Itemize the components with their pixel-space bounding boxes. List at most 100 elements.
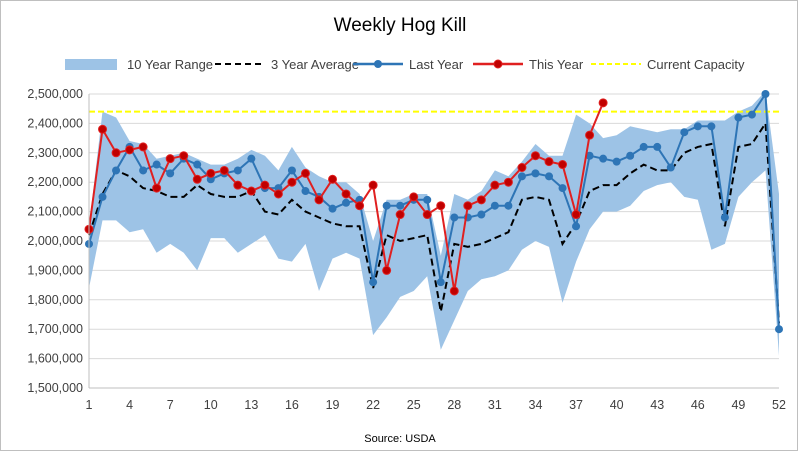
- this-year-point: [355, 201, 365, 211]
- last-year-point: [531, 169, 540, 178]
- x-tick-label: 10: [204, 398, 218, 412]
- x-tick-label: 37: [569, 398, 583, 412]
- x-tick-label: 19: [326, 398, 340, 412]
- x-axis-ticks: 1 4 7 10 13 16 19 22 25 28 31 34 37 40 43 46 49 52: [86, 398, 786, 412]
- y-tick-label: 1,500,000: [27, 381, 83, 395]
- this-year-point: [585, 130, 595, 140]
- y-tick-label: 1,900,000: [27, 263, 83, 277]
- y-tick-label: 2,200,000: [27, 175, 83, 189]
- x-tick-label: 31: [488, 398, 502, 412]
- chart-title: Weekly Hog Kill: [334, 15, 467, 36]
- y-tick-label: 2,000,000: [27, 234, 83, 248]
- this-year-point: [152, 183, 162, 193]
- this-year-point: [246, 186, 256, 196]
- x-tick-label: 13: [244, 398, 258, 412]
- legend: 10 Year Range 3 Year Average Last Year T…: [65, 57, 745, 72]
- this-year-point: [233, 180, 243, 190]
- x-tick-label: 1: [86, 398, 93, 412]
- x-tick-label: 25: [407, 398, 421, 412]
- this-year-point: [314, 195, 324, 205]
- legend-last-year-label: Last Year: [409, 57, 464, 72]
- this-year-point: [544, 157, 554, 167]
- range-band-layer: [89, 91, 779, 356]
- x-tick-label: 52: [772, 398, 786, 412]
- last-year-point: [707, 122, 716, 131]
- series-layer: [84, 90, 783, 334]
- last-year-point: [599, 154, 608, 163]
- y-tick-label: 2,400,000: [27, 116, 83, 130]
- last-year-point: [734, 113, 743, 122]
- this-year-point: [111, 148, 121, 158]
- last-year-point: [369, 278, 378, 287]
- x-tick-label: 7: [167, 398, 174, 412]
- this-year-point: [382, 265, 392, 275]
- y-tick-label: 2,300,000: [27, 146, 83, 160]
- last-year-point: [775, 325, 783, 334]
- y-tick-label: 1,700,000: [27, 322, 83, 336]
- last-year-point: [504, 201, 513, 210]
- this-year-point: [219, 165, 229, 175]
- last-year-point: [747, 110, 756, 119]
- last-year-point: [450, 213, 459, 222]
- this-year-point: [409, 192, 419, 202]
- last-year-point: [558, 184, 567, 193]
- last-year-point: [585, 151, 594, 160]
- last-year-point: [152, 160, 161, 169]
- last-year-point: [436, 278, 445, 287]
- last-year-point: [693, 122, 702, 131]
- this-year-point: [530, 151, 540, 161]
- last-year-point: [166, 169, 175, 178]
- legend-avg-label: 3 Year Average: [271, 57, 359, 72]
- legend-this-year-marker: [493, 59, 503, 69]
- y-tick-label: 2,100,000: [27, 205, 83, 219]
- legend-this-year-label: This Year: [529, 57, 584, 72]
- legend-range-label: 10 Year Range: [127, 57, 213, 72]
- legend-range-swatch: [65, 59, 117, 70]
- this-year-point: [558, 160, 568, 170]
- y-tick-label: 1,800,000: [27, 293, 83, 307]
- range-band-area: [89, 91, 779, 356]
- this-year-point: [571, 210, 581, 220]
- three-year-average-line: [88, 120, 780, 324]
- last-year-point: [612, 157, 621, 166]
- last-year-point: [477, 210, 486, 219]
- this-year-point: [598, 98, 608, 108]
- last-year-point: [545, 172, 553, 181]
- last-year-point: [139, 166, 148, 175]
- this-year-point: [368, 180, 378, 190]
- axis-layer: [88, 94, 779, 389]
- last-year-point: [423, 195, 432, 204]
- this-year-point: [125, 145, 135, 155]
- this-year-point: [490, 180, 500, 190]
- last-year-line: [88, 90, 780, 330]
- x-tick-label: 46: [691, 398, 705, 412]
- x-tick-label: 49: [731, 398, 745, 412]
- this-year-point: [206, 168, 216, 178]
- last-year-point: [287, 166, 296, 175]
- last-year-point: [572, 222, 581, 231]
- this-year-point: [300, 168, 310, 178]
- this-year-point: [476, 195, 486, 205]
- last-year-point: [193, 160, 202, 169]
- this-year-point: [341, 189, 351, 199]
- last-year-point: [98, 192, 107, 201]
- last-year-point: [112, 166, 121, 175]
- last-year-point: [720, 213, 729, 222]
- this-year-point: [463, 201, 473, 211]
- x-tick-label: 28: [447, 398, 461, 412]
- x-tick-label: 16: [285, 398, 299, 412]
- last-year-point: [626, 151, 635, 160]
- y-tick-label: 1,600,000: [27, 352, 83, 366]
- this-year-point: [138, 142, 148, 152]
- this-year-point: [517, 163, 527, 172]
- x-tick-label: 22: [366, 398, 380, 412]
- this-year-point: [287, 177, 297, 187]
- this-year-point: [436, 201, 446, 211]
- this-year-point: [449, 286, 459, 296]
- this-year-point: [192, 174, 202, 184]
- last-year-point: [666, 163, 675, 172]
- last-year-point: [680, 128, 689, 137]
- last-year-point: [517, 172, 526, 181]
